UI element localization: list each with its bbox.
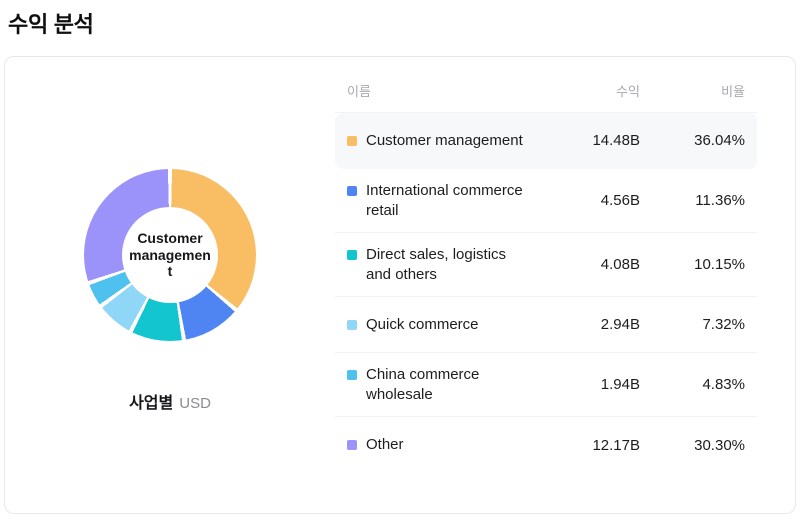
row-name-cell: Other [347, 435, 530, 455]
table-row[interactable]: China commerce wholesale 1.94B 4.83% [335, 353, 757, 417]
row-percent-value: 36.04% [694, 132, 745, 149]
row-percent-value: 11.36% [695, 192, 745, 209]
revenue-breakdown-card: Customer management 사업별 USD 이름 수익 비율 Cust… [4, 56, 796, 514]
chart-caption: 사업별 USD [129, 389, 211, 413]
table-row[interactable]: Direct sales, logistics and others 4.08B 1… [335, 233, 757, 297]
donut-chart-section: Customer management 사업별 USD [5, 57, 335, 513]
row-percent-value: 30.30% [694, 436, 745, 454]
row-percent-value: 10.15% [694, 256, 745, 273]
table-header-row: 이름 수익 비율 [335, 77, 757, 113]
row-percent-value: 7.32% [702, 316, 745, 333]
row-label: Quick commerce [366, 315, 479, 333]
row-name-cell: International commerce retail [347, 181, 530, 220]
legend-swatch [347, 250, 357, 260]
table-row[interactable]: Quick commerce 2.94B 7.32% [335, 297, 757, 353]
row-name-cell: Customer management [347, 131, 530, 151]
header-revenue: 수익 [616, 84, 640, 99]
row-label: International commerce retail [366, 182, 523, 219]
row-label: Direct sales, logistics and others [366, 246, 507, 283]
legend-swatch [347, 135, 357, 146]
donut-chart[interactable]: Customer management [84, 169, 256, 341]
row-revenue-value: 4.56B [600, 192, 640, 209]
row-name-cell: Quick commerce [347, 315, 530, 335]
table-row[interactable]: International commerce retail 4.56B 11.36% [335, 169, 757, 233]
chart-caption-label: 사업별 [129, 395, 174, 412]
header-ratio: 비율 [721, 84, 745, 99]
row-label: Other [366, 436, 404, 454]
row-percent-value: 4.83% [702, 376, 745, 393]
legend-swatch [347, 319, 357, 330]
row-name-cell: Direct sales, logistics and others [347, 245, 530, 284]
donut-center: Customer management [122, 207, 218, 303]
row-revenue-value: 2.94B [600, 316, 640, 333]
page-title: 수익 분석 [8, 12, 94, 37]
table-row[interactable]: Other 12.17B 30.30% [335, 417, 757, 473]
row-revenue-value: 1.94B [600, 376, 640, 393]
chart-caption-unit: USD [179, 395, 211, 412]
row-name-cell: China commerce wholesale [347, 365, 530, 404]
table-row[interactable]: Customer management 14.48B 36.04% [335, 113, 757, 169]
breakdown-table: 이름 수익 비율 Customer management 14.48B 36.04%… [335, 57, 795, 513]
legend-swatch [347, 186, 357, 196]
row-label: China commerce wholesale [366, 366, 480, 403]
table-body: Customer management 14.48B 36.04% Internati… [335, 113, 757, 473]
row-label: Customer management [366, 131, 523, 149]
row-revenue-value: 14.48B [592, 132, 640, 149]
header-name: 이름 [347, 84, 371, 99]
donut-center-label: Customer management [129, 229, 211, 280]
row-revenue-value: 4.08B [600, 256, 640, 273]
legend-swatch [347, 370, 357, 380]
row-revenue-value: 12.17B [592, 436, 640, 454]
legend-swatch [347, 440, 357, 451]
